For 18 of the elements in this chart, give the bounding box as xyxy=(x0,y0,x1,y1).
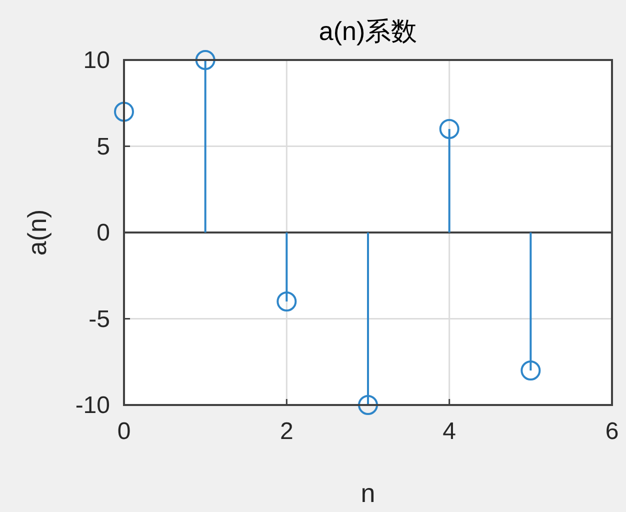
point xyxy=(439,119,460,139)
y-tick-label: 0 xyxy=(96,220,110,246)
x-tick-label: 6 xyxy=(605,418,619,445)
y-axis-title: a(n) xyxy=(22,209,52,256)
y-tick-label: 10 xyxy=(83,47,110,74)
x-tick-label: 0 xyxy=(117,418,131,445)
y-tick-label: -5 xyxy=(88,306,110,333)
x-axis-title: n xyxy=(360,478,376,508)
point xyxy=(114,102,134,122)
y-tick-label: -10 xyxy=(75,392,110,419)
x-tick-label: 4 xyxy=(442,418,456,445)
y-tick-label: 5 xyxy=(96,133,110,160)
point xyxy=(520,360,541,380)
x-tick-label: 2 xyxy=(280,418,294,445)
chart-title: a(n)系数 xyxy=(318,16,418,46)
point xyxy=(276,292,297,312)
point xyxy=(358,395,378,415)
point xyxy=(195,50,216,70)
